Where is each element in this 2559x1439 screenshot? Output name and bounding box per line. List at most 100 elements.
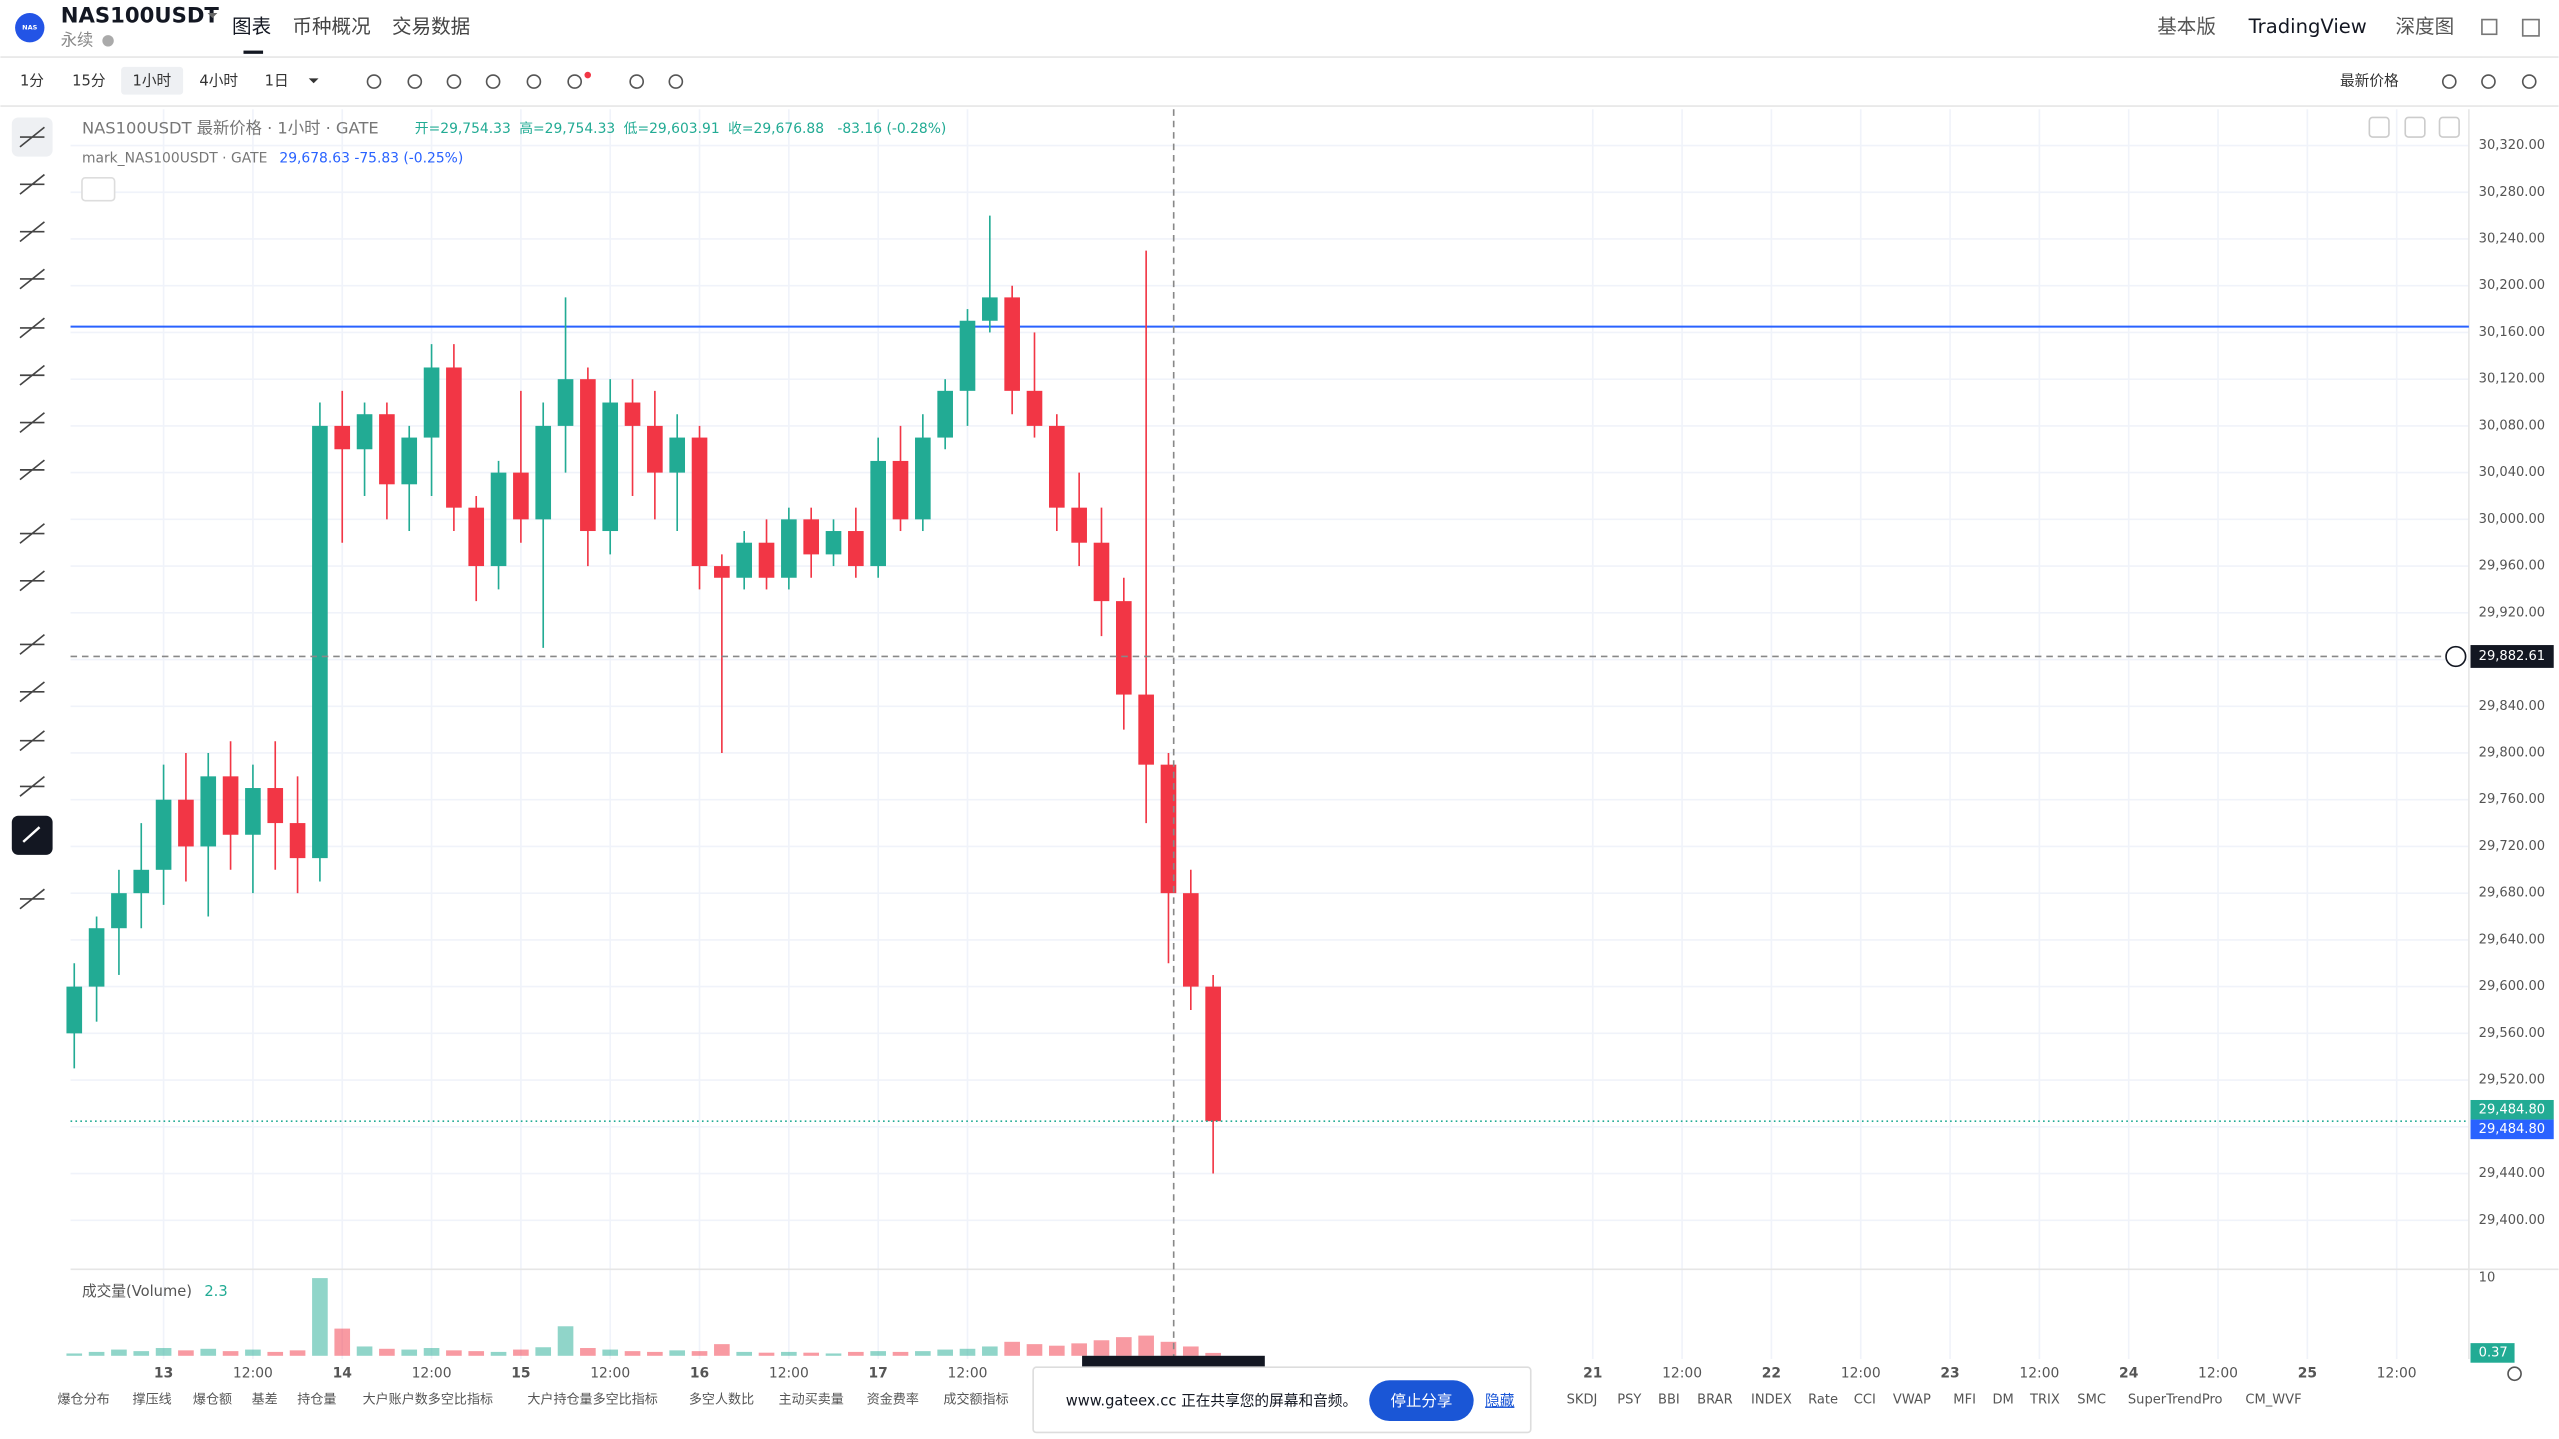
chart-action[interactable] <box>2404 116 2426 138</box>
indicator-tab[interactable]: BBI <box>1658 1392 1680 1407</box>
indicator-tab[interactable]: CM_WVF <box>2245 1392 2301 1407</box>
indicator-tab[interactable]: 主动买卖量 <box>779 1392 844 1407</box>
candle-body <box>1049 425 1065 508</box>
view-switch[interactable]: TradingView <box>2248 15 2367 38</box>
indicator-tab[interactable]: VWAP <box>1893 1392 1931 1407</box>
indicator-tab[interactable]: CCI <box>1854 1392 1876 1407</box>
indicator-tab[interactable]: DM <box>1992 1392 2013 1407</box>
candle-body <box>669 437 686 473</box>
tool-icon[interactable] <box>19 570 45 592</box>
x-tick-label: 12:00 <box>2198 1366 2238 1382</box>
tool-icon[interactable] <box>19 173 45 195</box>
window-icon[interactable] <box>2521 18 2540 37</box>
indicator-tab[interactable]: 基差 <box>252 1392 278 1407</box>
tool-icon[interactable] <box>19 412 45 433</box>
indicator-tab[interactable]: 爆仓分布 <box>57 1392 109 1407</box>
fullscreen-icon[interactable] <box>2481 18 2498 36</box>
chart-action[interactable] <box>2368 116 2390 138</box>
view-switch[interactable]: 基本版 <box>2157 15 2216 38</box>
candle-body <box>1138 694 1154 765</box>
interval[interactable]: 15分 <box>72 73 106 90</box>
collapse-button[interactable] <box>81 177 116 202</box>
indicator-tab[interactable]: 持仓量 <box>297 1392 336 1407</box>
indicator-tab[interactable]: 成交额指标 <box>943 1391 1008 1407</box>
legend-title: NAS100USDT 最新价格 · 1小时 · GATE <box>82 118 379 137</box>
tool-icon[interactable] <box>485 74 501 89</box>
candle-body <box>1071 507 1087 543</box>
tool-icon[interactable] <box>19 730 45 752</box>
stop-share-button[interactable] <box>1369 1380 1474 1422</box>
tool-icon[interactable] <box>19 459 45 481</box>
tool-icon[interactable] <box>446 74 462 89</box>
chart-action[interactable] <box>2438 116 2460 138</box>
view-switch[interactable]: 深度图 <box>2395 15 2454 38</box>
tab[interactable]: 图表 <box>232 15 271 38</box>
interval[interactable]: 4小时 <box>199 73 238 90</box>
toolbar-icon[interactable] <box>2441 74 2457 89</box>
stop-share-text[interactable]: 停止分享 <box>1390 1392 1452 1410</box>
x-tick-label: 25 <box>2298 1366 2317 1382</box>
tool-icon[interactable] <box>19 681 45 703</box>
indicator-tab[interactable]: MFI <box>1953 1392 1976 1407</box>
tool-icon[interactable] <box>407 74 423 89</box>
tool-icon[interactable] <box>19 634 45 655</box>
volume-bar <box>334 1328 351 1356</box>
indicator-tab[interactable]: SuperTrendPro <box>2128 1392 2223 1407</box>
indicator-tab[interactable]: INDEX <box>1751 1392 1792 1407</box>
indicator-tab[interactable]: 撑压线 <box>133 1392 172 1407</box>
tab[interactable]: 交易数据 <box>392 15 470 38</box>
tool-icon[interactable] <box>19 126 45 148</box>
indicator-tab[interactable]: 爆仓额 <box>193 1392 232 1407</box>
volume-bar <box>111 1349 127 1356</box>
hide-link[interactable]: 隐藏 <box>1485 1392 1515 1409</box>
tool-icon[interactable] <box>19 888 45 910</box>
indicator-tab[interactable]: SMC <box>2077 1392 2106 1407</box>
candle-body <box>1205 986 1221 1122</box>
indicator-tab[interactable]: 多空人数比 <box>689 1391 754 1407</box>
settings-icon[interactable] <box>2507 1366 2522 1382</box>
tool-icon[interactable] <box>629 74 645 89</box>
tool-icon[interactable] <box>19 364 45 386</box>
toolbar-icon[interactable] <box>2481 74 2496 89</box>
indicator-tab[interactable]: TRIX <box>2029 1392 2060 1407</box>
volume-bar <box>446 1350 462 1356</box>
volume-bar <box>289 1350 306 1356</box>
y-tick-label: 30,280.00 <box>2479 185 2545 200</box>
interval[interactable]: 1分 <box>20 73 44 90</box>
interval[interactable]: 1日 <box>265 73 289 90</box>
tool-icon[interactable] <box>366 74 382 89</box>
y-tick-label: 29,600.00 <box>2479 979 2545 994</box>
candle-body <box>959 320 976 391</box>
tool-icon[interactable] <box>19 523 45 544</box>
tab[interactable]: 币种概况 <box>292 15 370 38</box>
indicator-tab[interactable]: 大户账户数多空比指标 <box>363 1391 493 1407</box>
tool-icon[interactable] <box>668 74 684 89</box>
indicator-tab[interactable]: BRAR <box>1697 1392 1732 1407</box>
symbol[interactable]: NAS100USDT <box>61 2 220 27</box>
interval[interactable]: 1小时 <box>133 73 172 90</box>
volume-bar <box>1160 1341 1177 1356</box>
crosshair-plus[interactable] <box>2445 645 2467 668</box>
tool-icon[interactable] <box>567 74 583 89</box>
tool-icon[interactable] <box>19 317 45 339</box>
indicator-tab[interactable]: PSY <box>1617 1392 1641 1407</box>
tool-icon[interactable] <box>19 775 45 797</box>
indicator-tab[interactable]: SKDJ <box>1567 1392 1598 1407</box>
indicator-tab[interactable]: 资金费率 <box>867 1391 919 1407</box>
candle-body <box>758 542 775 578</box>
tool-icon[interactable] <box>19 268 45 290</box>
candle-body <box>1182 893 1199 987</box>
candle-body <box>1116 601 1132 695</box>
volume-bar <box>401 1349 418 1356</box>
toolbar-icon[interactable] <box>2521 74 2537 89</box>
indicator-tab[interactable]: 大户持仓量多空比指标 <box>527 1391 657 1407</box>
tool-icon[interactable] <box>526 74 542 89</box>
volume-bar <box>647 1351 663 1356</box>
indicator-tab[interactable]: Rate <box>1808 1392 1838 1407</box>
y-tick-label: 30,240.00 <box>2479 231 2545 246</box>
price-type[interactable]: 最新价格 <box>2340 73 2399 90</box>
tool-icon[interactable] <box>19 221 45 243</box>
y-tick-label: 30,320.00 <box>2479 138 2545 153</box>
